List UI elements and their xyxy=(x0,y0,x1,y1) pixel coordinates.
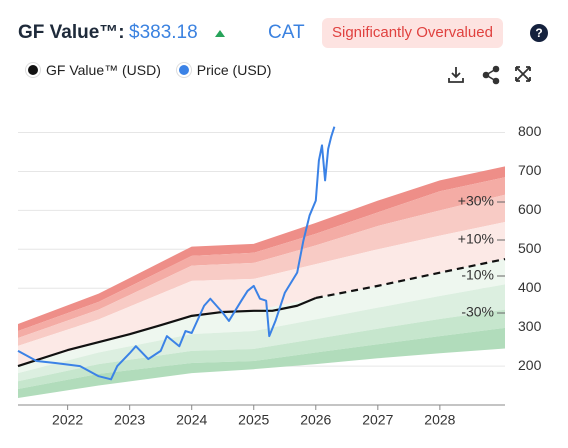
legend-swatch xyxy=(26,63,40,77)
valuation-band xyxy=(18,259,505,374)
band-label: -30% xyxy=(461,304,494,320)
valuation-band xyxy=(18,177,505,339)
legend-item[interactable]: Price (USD) xyxy=(176,62,272,78)
x-tick-label: 2027 xyxy=(362,412,393,428)
legend-swatch xyxy=(176,63,191,77)
gf-value-line xyxy=(17,296,317,368)
valuation-band xyxy=(18,284,505,382)
legend-label: GF Value™ (USD) xyxy=(46,62,161,78)
header: GF Value™: $383.18 CAT Significantly Ove… xyxy=(18,18,552,48)
ticker[interactable]: CAT xyxy=(268,22,305,43)
valuation-band xyxy=(18,194,505,346)
band-label: -10% xyxy=(461,267,494,283)
valuation-band xyxy=(18,222,505,367)
y-tick-label: 300 xyxy=(518,318,542,334)
download-icon[interactable] xyxy=(448,67,464,83)
gf-value-projection xyxy=(315,257,506,300)
y-tick-label: 400 xyxy=(518,279,542,295)
x-tick-label: 2025 xyxy=(238,412,269,428)
help-icon[interactable]: ? xyxy=(530,24,548,42)
valuation-band xyxy=(18,327,505,398)
y-tick-label: 500 xyxy=(518,240,542,256)
share-icon[interactable] xyxy=(482,65,500,85)
x-tick-label: 2024 xyxy=(176,412,207,428)
legend-label: Price (USD) xyxy=(196,62,272,78)
x-tick-label: 2028 xyxy=(424,412,455,428)
x-tick-label: 2022 xyxy=(52,412,83,428)
y-tick-label: 200 xyxy=(518,357,542,373)
y-tick-label: 700 xyxy=(518,162,542,178)
valuation-band xyxy=(18,309,505,390)
title: GF Value™: xyxy=(18,22,125,43)
x-tick-label: 2026 xyxy=(300,412,331,428)
legend: GF Value™ (USD) Price (USD) xyxy=(26,62,283,80)
band-label: +10% xyxy=(458,231,494,247)
valuation-band xyxy=(18,166,505,332)
price: $383.18 xyxy=(129,22,198,43)
legend-item[interactable]: GF Value™ (USD) xyxy=(26,62,161,78)
toolbar xyxy=(448,65,531,85)
valuation-badge: Significantly Overvalued xyxy=(322,18,503,48)
expand-icon[interactable] xyxy=(515,66,531,82)
y-tick-label: 800 xyxy=(518,123,542,139)
price-line xyxy=(17,126,336,381)
bands xyxy=(18,166,505,398)
x-tick-label: 2023 xyxy=(114,412,145,428)
band-label: +30% xyxy=(458,193,494,209)
up-arrow xyxy=(215,30,225,37)
y-tick-label: 600 xyxy=(518,201,542,217)
